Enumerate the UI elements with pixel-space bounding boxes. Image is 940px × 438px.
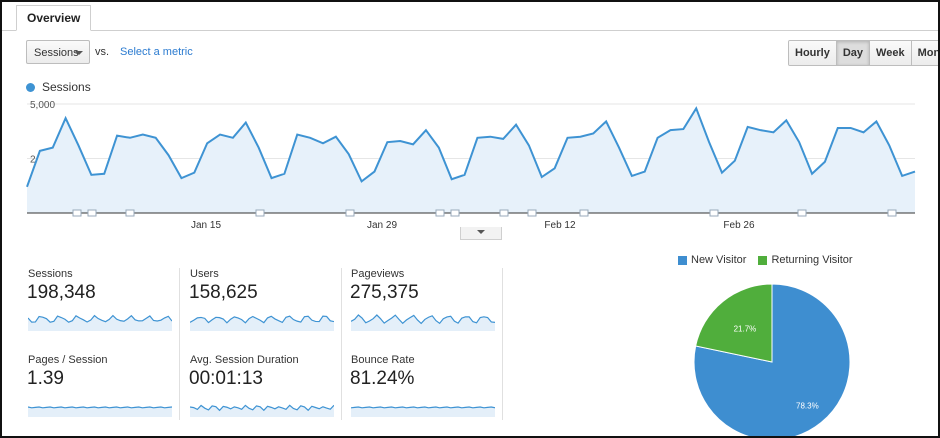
sparkline-area	[28, 407, 172, 417]
metric-card-value: 00:01:13	[189, 368, 263, 389]
metric-card-value: 81.24%	[350, 368, 415, 389]
sparkline	[28, 314, 172, 331]
sessions-legend-label: Sessions	[42, 80, 91, 94]
sparkline-area	[190, 405, 334, 417]
metric-card-label: Avg. Session Duration	[190, 354, 299, 366]
annotation-marker	[887, 209, 897, 217]
metric-card-label: Users	[190, 268, 219, 280]
pie-slice-label: 21.7%	[734, 325, 757, 334]
month-button[interactable]: Month	[911, 41, 938, 65]
new-visitor-swatch	[678, 255, 687, 265]
metric-card-bounce-rate[interactable]: Bounce Rate 81.24%	[349, 354, 499, 424]
sessions-line	[26, 106, 916, 188]
metric-card-value: 1.39	[27, 368, 64, 389]
annotation-marker	[72, 209, 82, 217]
card-divider	[179, 268, 180, 420]
annotation-marker	[499, 209, 509, 217]
hourly-button[interactable]: Hourly	[789, 41, 837, 65]
sparkline-line	[190, 315, 334, 324]
metric-dropdown[interactable]: Sessions	[26, 40, 90, 64]
sparkline-area	[351, 315, 495, 331]
sparkline-line	[351, 314, 495, 325]
period-toggle: Hourly Day Week Month	[788, 40, 938, 66]
visitor-pie-chart[interactable]: 78.3% 21.7%	[692, 282, 852, 438]
sparkline-area	[351, 407, 495, 417]
metric-card-sessions[interactable]: Sessions 198,348	[26, 268, 176, 338]
metric-card-value: 198,348	[27, 282, 96, 303]
returning-visitor-swatch	[758, 255, 768, 265]
chevron-down-icon	[75, 51, 83, 55]
sessions-legend-dot	[26, 82, 35, 92]
metric-card-value: 275,375	[350, 282, 419, 303]
metric-card-label: Sessions	[28, 268, 73, 280]
annotation-marker	[450, 209, 460, 217]
sparkline	[28, 406, 172, 417]
pie-legend-returning-visitor: Returning Visitor	[771, 254, 853, 266]
metric-card-label: Pages / Session	[28, 354, 108, 366]
metric-card-users[interactable]: Users 158,625	[188, 268, 338, 338]
sparkline-line	[351, 406, 495, 409]
week-button[interactable]: Week	[870, 41, 912, 65]
day-button[interactable]: Day	[836, 41, 871, 65]
sparkline	[190, 404, 334, 417]
caret-down-icon	[477, 230, 485, 234]
x-tick-label: Jan 15	[191, 220, 221, 231]
annotation-marker	[87, 209, 97, 217]
metric-card-label: Bounce Rate	[351, 354, 415, 366]
sparkline-area	[190, 316, 334, 331]
collapse-chart-handle[interactable]	[460, 227, 502, 240]
x-tick-label: Feb 26	[723, 220, 755, 231]
annotation-marker	[709, 209, 719, 217]
sparkline-line	[28, 406, 172, 409]
x-tick-label: Jan 29	[367, 220, 397, 231]
metric-dropdown-value: Sessions	[34, 47, 79, 59]
vs-label: vs.	[95, 46, 110, 58]
sparkline-line	[28, 314, 172, 323]
pie-legend: New Visitor Returning Visitor	[678, 254, 853, 266]
sparkline	[351, 406, 495, 417]
metric-card-label: Pageviews	[351, 268, 405, 280]
annotation-marker	[579, 209, 589, 217]
sparkline	[351, 314, 495, 331]
card-divider	[341, 268, 342, 420]
card-divider	[502, 268, 503, 420]
sparkline	[190, 315, 334, 331]
metric-card-value: 158,625	[189, 282, 258, 303]
annotation-marker	[125, 209, 135, 217]
metric-card-avg-session-duration[interactable]: Avg. Session Duration 00:01:13	[188, 354, 338, 424]
tab-strip: Overview	[2, 2, 938, 31]
annotation-marker	[345, 209, 355, 217]
sparkline-line	[190, 404, 334, 412]
annotation-marker	[527, 209, 537, 217]
chart-legend: Sessions	[26, 80, 91, 94]
select-metric-link[interactable]: Select a metric	[120, 46, 193, 58]
pie-slice-label: 78.3%	[796, 402, 819, 411]
x-tick-label: Feb 12	[544, 220, 576, 231]
annotation-marker	[255, 209, 265, 217]
annotation-marker	[797, 209, 807, 217]
metric-card-pageviews[interactable]: Pageviews 275,375	[349, 268, 499, 338]
sessions-area	[27, 108, 915, 213]
metric-card-pages-per-session[interactable]: Pages / Session 1.39	[26, 354, 176, 424]
pie-slice	[695, 283, 773, 363]
annotation-marker	[435, 209, 445, 217]
y-tick-label: 5,000	[30, 100, 55, 111]
tab-overview[interactable]: Overview	[16, 5, 92, 31]
sparkline-area	[28, 315, 172, 331]
pie-legend-new-visitor: New Visitor	[691, 254, 747, 266]
